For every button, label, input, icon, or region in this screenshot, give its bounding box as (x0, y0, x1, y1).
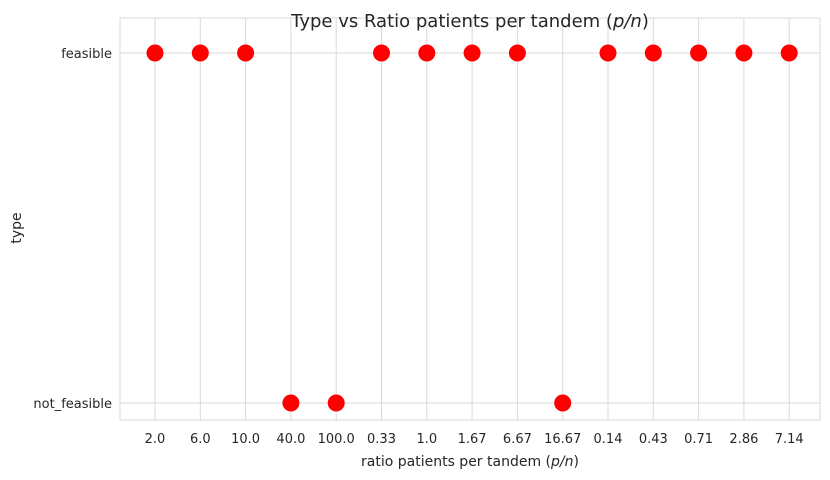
data-point (191, 44, 209, 62)
y-axis-label: type (9, 212, 25, 243)
data-point (508, 44, 526, 62)
data-point (146, 44, 164, 62)
data-point (463, 44, 481, 62)
data-point (373, 44, 390, 62)
x-tick-label: 2.86 (729, 432, 758, 447)
x-tick-label: 40.0 (276, 432, 305, 447)
data-point (735, 44, 753, 62)
x-tick-label: 16.67 (544, 432, 581, 447)
x-tick-label: 0.33 (367, 432, 396, 447)
data-point (599, 44, 617, 62)
x-tick-label: 10.0 (231, 432, 260, 447)
x-tick-label: 0.14 (594, 432, 623, 447)
data-point (237, 44, 255, 62)
x-tick-label: 2.0 (145, 432, 166, 447)
x-axis-label: ratio patients per tandem (p/n) (361, 454, 579, 470)
plot-frame (119, 17, 821, 421)
data-point (644, 44, 662, 62)
data-point (554, 394, 572, 412)
data-point (327, 394, 345, 412)
x-tick-label: 6.67 (503, 432, 532, 447)
x-tick-label: 6.0 (190, 432, 211, 447)
data-point (780, 44, 798, 62)
data-point (418, 44, 436, 62)
y-tick-label: feasible (61, 47, 112, 62)
x-tick-label: 100.0 (318, 432, 355, 447)
x-tick-label: 1.67 (458, 432, 487, 447)
data-point (690, 44, 708, 62)
data-points (146, 44, 798, 412)
grid-layer (120, 18, 820, 420)
x-tick-label: 1.0 (416, 432, 437, 447)
chart-title: Type vs Ratio patients per tandem (p/n) (290, 11, 649, 32)
x-tick-label: 0.43 (639, 432, 668, 447)
y-tick-label: not_feasible (33, 397, 112, 412)
data-point (282, 394, 300, 412)
tick-labels: 2.0 6.0 10.0 40.0 100.0 0.33 1.0 1.67 6.67 16.67 0… (33, 47, 803, 447)
x-tick-label: 0.71 (684, 432, 713, 447)
x-tick-label: 7.14 (775, 432, 804, 447)
